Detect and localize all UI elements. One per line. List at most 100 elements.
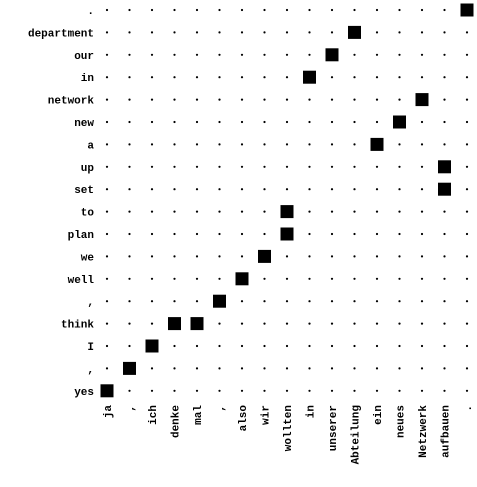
grid-dot: [285, 120, 289, 124]
grid-dot: [330, 300, 334, 303]
grid-dot: [128, 389, 131, 392]
grid-dot: [285, 8, 289, 12]
grid-dot: [173, 277, 176, 280]
grid-dot: [240, 165, 244, 168]
grid-dot: [173, 367, 176, 370]
x-tick-label: ja: [103, 405, 115, 419]
grid-dot: [173, 120, 176, 124]
grid-dot: [150, 188, 154, 191]
grid-dot: [263, 8, 266, 12]
grid-dot: [420, 143, 424, 146]
grid-dot: [263, 98, 266, 101]
grid-dot: [398, 53, 401, 56]
grid-dot: [263, 165, 266, 168]
grid-dot: [285, 143, 289, 146]
y-tick-label: a: [87, 140, 94, 152]
grid-dot: [150, 389, 154, 392]
grid-dot: [398, 255, 401, 258]
x-tick-label: aufbauen: [441, 405, 453, 458]
grid-dot: [465, 143, 469, 146]
grid-dot: [443, 8, 446, 12]
grid-dot: [465, 322, 469, 325]
grid-dot: [195, 120, 199, 124]
alignment-cell: [393, 115, 406, 129]
grid-dot: [330, 344, 334, 348]
grid-dot: [285, 367, 289, 370]
alignment-cell: [325, 48, 339, 62]
grid-dot: [240, 255, 244, 258]
grid-dot: [308, 165, 311, 168]
alignment-cell: [100, 384, 114, 398]
x-tick-label: ,: [216, 405, 228, 412]
grid-dot: [128, 300, 131, 303]
grid-dot: [173, 210, 176, 213]
grid-dot: [353, 8, 356, 12]
grid-dot: [465, 31, 469, 34]
grid-dot: [195, 389, 199, 392]
grid-dot: [240, 232, 244, 236]
x-tick-label: wir: [261, 405, 273, 425]
grid-dot: [263, 277, 266, 280]
grid-dot: [465, 188, 469, 191]
grid-dot: [218, 232, 221, 236]
grid-dot: [420, 31, 424, 34]
grid-dot: [105, 8, 109, 12]
grid-dot: [330, 76, 334, 79]
grid-dot: [105, 367, 109, 370]
grid-dot: [398, 322, 401, 325]
grid-dot: [308, 277, 311, 280]
grid-dot: [443, 53, 446, 56]
grid-dot: [375, 31, 379, 34]
grid-dot: [443, 344, 446, 348]
grid-dot: [195, 98, 199, 101]
grid-dot: [330, 232, 334, 236]
grid-dot: [353, 389, 356, 392]
grid-dot: [330, 322, 334, 325]
grid-dot: [195, 165, 199, 168]
grid-dot: [420, 255, 424, 258]
grid-dot: [420, 188, 424, 191]
alignment-cell: [168, 317, 181, 331]
grid-dot: [308, 389, 311, 392]
grid-dot: [308, 31, 311, 34]
grid-dot: [263, 300, 266, 303]
grid-dot: [285, 165, 289, 168]
grid-dot: [308, 232, 311, 236]
grid-dot: [308, 120, 311, 124]
grid-dot: [173, 255, 176, 258]
grid-dot: [398, 98, 401, 101]
grid-dot: [353, 322, 356, 325]
grid-dot: [218, 165, 221, 168]
grid-dot: [420, 367, 424, 370]
grid-dot: [443, 31, 446, 34]
alignment-cell: [235, 272, 249, 286]
grid-dot: [375, 188, 379, 191]
grid-dot: [240, 367, 244, 370]
grid-dot: [285, 53, 289, 56]
grid-dot: [330, 389, 334, 392]
grid-dot: [308, 367, 311, 370]
grid-dot: [173, 98, 176, 101]
grid-dot: [465, 210, 469, 213]
x-tick-label: denke: [171, 405, 183, 438]
grid-dot: [240, 188, 244, 191]
grid-dot: [240, 322, 244, 325]
grid-dot: [353, 143, 356, 146]
grid-dot: [105, 322, 109, 325]
grid-dot: [263, 389, 266, 392]
grid-dot: [218, 389, 221, 392]
grid-dot: [375, 232, 379, 236]
grid-dot: [128, 8, 131, 12]
grid-dot: [375, 53, 379, 56]
alignment-cell: [348, 25, 361, 39]
grid-dot: [420, 344, 424, 348]
grid-dot: [263, 210, 266, 213]
grid-dot: [240, 389, 244, 392]
grid-dot: [240, 53, 244, 56]
grid-dot: [128, 188, 131, 191]
grid-dot: [218, 344, 221, 348]
grid-dot: [353, 98, 356, 101]
grid-dot: [240, 76, 244, 79]
grid-dot: [443, 255, 446, 258]
grid-dot: [240, 31, 244, 34]
